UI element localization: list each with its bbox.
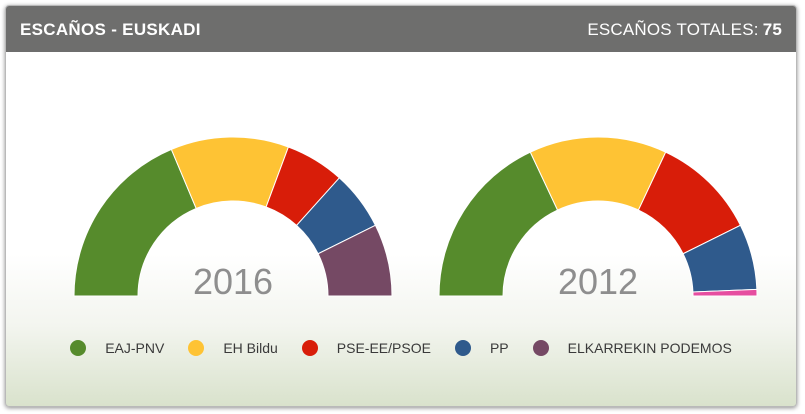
legend-label: ELKARREKIN PODEMOS bbox=[567, 340, 732, 356]
widget-header: ESCAÑOS - EUSKADI ESCAÑOS TOTALES: 75 bbox=[6, 6, 796, 52]
legend-label: EH Bildu bbox=[223, 340, 278, 356]
legend: EAJ-PNV EH Bildu PSE-EE/PSOE PP ELKARREKIN P… bbox=[6, 340, 796, 356]
slice-elkarrekin-podemos[interactable] bbox=[317, 224, 393, 297]
legend-item-pp[interactable]: PP bbox=[454, 340, 509, 356]
total-seats: ESCAÑOS TOTALES: 75 bbox=[587, 20, 782, 40]
seats-widget: ESCAÑOS - EUSKADI ESCAÑOS TOTALES: 75 201… bbox=[5, 5, 797, 407]
legend-label: EAJ-PNV bbox=[105, 340, 165, 356]
slice-upyd[interactable] bbox=[692, 288, 758, 297]
charts-area: 2016 2012 bbox=[73, 136, 758, 302]
legend-dot-icon bbox=[301, 340, 318, 356]
legend-label: PSE-EE/PSOE bbox=[336, 340, 431, 356]
chart-year-label: 2012 bbox=[558, 261, 638, 302]
legend-item-elkarrekin-podemos[interactable]: ELKARREKIN PODEMOS bbox=[532, 340, 732, 356]
legend-dot-icon bbox=[454, 340, 471, 356]
slice-eaj-pnv[interactable] bbox=[438, 151, 559, 297]
legend-dot-icon bbox=[70, 340, 87, 356]
widget-title: ESCAÑOS - EUSKADI bbox=[20, 20, 201, 39]
legend-dot-icon bbox=[188, 340, 205, 356]
chart-year-label: 2016 bbox=[193, 261, 273, 302]
legend-dot-icon bbox=[532, 340, 549, 356]
legend-item-pse-ee-psoe[interactable]: PSE-EE/PSOE bbox=[301, 340, 431, 356]
total-seats-label: ESCAÑOS TOTALES: bbox=[587, 20, 759, 39]
chart-2016: 2016 bbox=[73, 136, 393, 302]
legend-item-eh-bildu[interactable]: EH Bildu bbox=[188, 340, 278, 356]
legend-item-eaj-pnv[interactable]: EAJ-PNV bbox=[70, 340, 164, 356]
slice-eaj-pnv[interactable] bbox=[73, 148, 197, 297]
legend-label: PP bbox=[489, 340, 509, 356]
total-seats-value: 75 bbox=[762, 20, 782, 39]
chart-2012: 2012 bbox=[438, 136, 758, 302]
